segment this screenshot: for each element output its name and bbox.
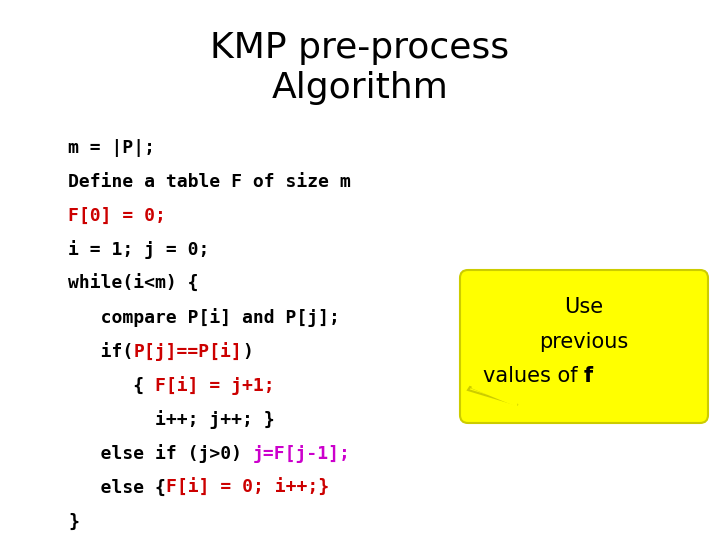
Text: }: } [68, 513, 79, 531]
Text: P[j]==P[i]: P[j]==P[i] [133, 342, 242, 361]
Text: KMP pre-process: KMP pre-process [210, 31, 510, 65]
Text: j=F[j-1];: j=F[j-1]; [253, 445, 351, 463]
Text: m = |P|;: m = |P|; [68, 139, 155, 157]
Text: compare P[i] and P[j];: compare P[i] and P[j]; [68, 308, 340, 327]
Text: ): ) [242, 343, 253, 361]
Text: values of: values of [482, 366, 584, 386]
Text: i = 1; j = 0;: i = 1; j = 0; [68, 240, 210, 260]
Text: if(: if( [68, 343, 133, 361]
Text: Algorithm: Algorithm [271, 71, 449, 105]
Text: else {: else { [68, 479, 166, 497]
Text: i++; j++; }: i++; j++; } [68, 410, 274, 429]
Text: Use: Use [564, 297, 603, 317]
Text: while(i<m) {: while(i<m) { [68, 275, 199, 293]
Text: else if (j>0): else if (j>0) [68, 444, 253, 463]
FancyBboxPatch shape [460, 270, 708, 423]
Text: f: f [584, 366, 593, 386]
Text: F[i] = j+1;: F[i] = j+1; [155, 376, 274, 395]
Text: {: { [68, 377, 155, 395]
Text: F[0] = 0;: F[0] = 0; [68, 207, 166, 225]
Polygon shape [472, 387, 516, 405]
Text: F[i] = 0; i++;}: F[i] = 0; i++;} [166, 479, 329, 497]
Text: Define a table F of size m: Define a table F of size m [68, 173, 351, 191]
Text: previous: previous [539, 332, 629, 352]
Polygon shape [468, 387, 518, 405]
